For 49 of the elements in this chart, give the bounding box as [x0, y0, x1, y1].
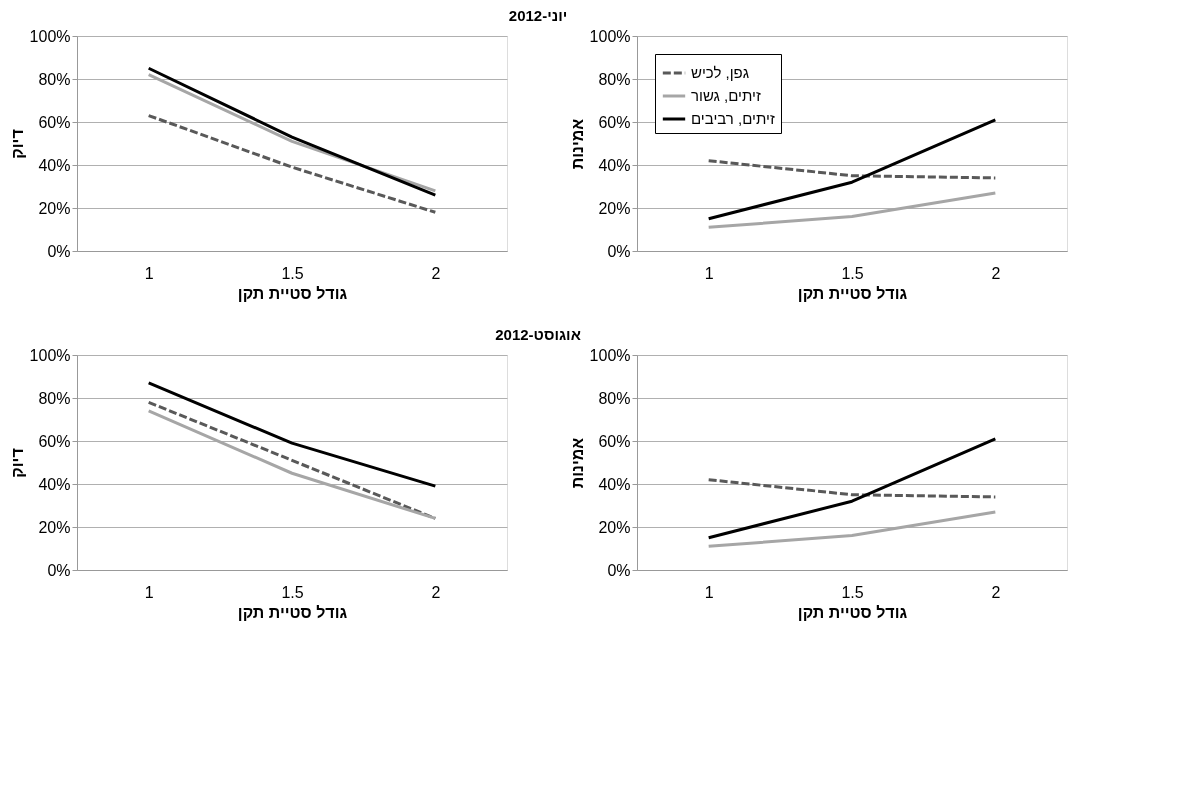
y-tick-label: 20% [38, 199, 71, 217]
y-tick-label: 20% [598, 518, 631, 536]
x-tick-label: 1 [144, 583, 154, 601]
y-tick-label: 0% [47, 242, 71, 260]
x-tick-label: 1 [144, 264, 154, 282]
legend-label: זיתים, גשור [691, 87, 761, 104]
y-tick-label: 80% [38, 389, 71, 407]
x-tick-label: 1.5 [281, 264, 304, 282]
y-tick-label: 60% [598, 432, 631, 450]
x-tick-label: 1.5 [281, 583, 304, 601]
legend-label: גפן, לכיש [691, 64, 750, 81]
x-axis-title: גודל סטיית תקן [237, 284, 348, 302]
y-tick-label: 20% [598, 199, 631, 217]
x-axis-title: גודל סטיית תקן [797, 284, 908, 302]
y-tick-label: 80% [38, 70, 71, 88]
y-axis-title: דיוק [8, 129, 26, 159]
y-tick-label: 0% [47, 561, 71, 579]
x-tick-label: 1.5 [841, 583, 864, 601]
x-axis-title: גודל סטיית תקן [797, 603, 908, 621]
x-tick-label: 2 [431, 264, 441, 282]
x-tick-label: 1 [704, 264, 714, 282]
y-axis-title: אמינות [568, 437, 586, 489]
text: יוני-2012 [508, 6, 568, 24]
y-tick-label: 60% [38, 113, 71, 131]
y-tick-label: 100% [589, 346, 631, 364]
y-tick-label: 0% [607, 242, 631, 260]
legend-label: זיתים, רביבים [691, 110, 775, 127]
y-axis-title: דיוק [8, 448, 26, 478]
y-tick-label: 80% [598, 389, 631, 407]
text: אוגוסט-2012 [495, 325, 581, 343]
y-tick-label: 40% [598, 156, 631, 174]
y-tick-label: 40% [598, 475, 631, 493]
x-tick-label: 2 [991, 583, 1001, 601]
x-axis-title: גודל סטיית תקן [237, 603, 348, 621]
x-tick-label: 2 [991, 264, 1001, 282]
y-tick-label: 100% [29, 27, 71, 45]
y-tick-label: 40% [38, 156, 71, 174]
y-tick-label: 60% [598, 113, 631, 131]
x-tick-label: 2 [431, 583, 441, 601]
y-tick-label: 100% [29, 346, 71, 364]
y-tick-label: 0% [607, 561, 631, 579]
y-tick-label: 40% [38, 475, 71, 493]
y-axis-title: אמינות [568, 118, 586, 170]
y-tick-label: 100% [589, 27, 631, 45]
x-tick-label: 1.5 [841, 264, 864, 282]
y-tick-label: 80% [598, 70, 631, 88]
y-tick-label: 60% [38, 432, 71, 450]
y-tick-label: 20% [38, 518, 71, 536]
x-tick-label: 1 [704, 583, 714, 601]
